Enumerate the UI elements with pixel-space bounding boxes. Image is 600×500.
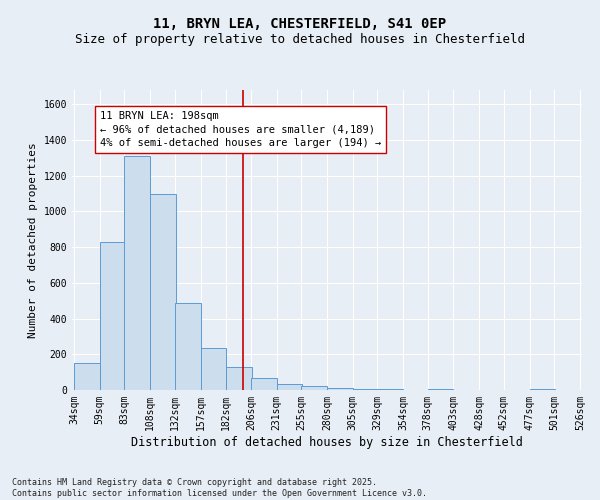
Text: Size of property relative to detached houses in Chesterfield: Size of property relative to detached ho…	[75, 32, 525, 46]
Bar	[175, 302, 200, 390]
Bar	[327, 388, 353, 390]
Bar	[301, 386, 327, 390]
Bar	[277, 384, 302, 390]
Bar	[428, 389, 454, 390]
Bar	[226, 367, 252, 390]
Text: Contains HM Land Registry data © Crown copyright and database right 2025.
Contai: Contains HM Land Registry data © Crown c…	[12, 478, 427, 498]
Bar	[377, 389, 403, 390]
Bar	[74, 363, 100, 390]
Bar	[251, 378, 277, 390]
Bar	[353, 389, 379, 390]
Bar	[200, 348, 226, 390]
Text: 11, BRYN LEA, CHESTERFIELD, S41 0EP: 11, BRYN LEA, CHESTERFIELD, S41 0EP	[154, 18, 446, 32]
Bar	[124, 156, 150, 390]
Text: 11 BRYN LEA: 198sqm
← 96% of detached houses are smaller (4,189)
4% of semi-deta: 11 BRYN LEA: 198sqm ← 96% of detached ho…	[100, 112, 381, 148]
Bar	[530, 389, 555, 390]
X-axis label: Distribution of detached houses by size in Chesterfield: Distribution of detached houses by size …	[131, 436, 523, 448]
Bar	[100, 242, 125, 390]
Bar	[150, 194, 176, 390]
Y-axis label: Number of detached properties: Number of detached properties	[28, 142, 38, 338]
